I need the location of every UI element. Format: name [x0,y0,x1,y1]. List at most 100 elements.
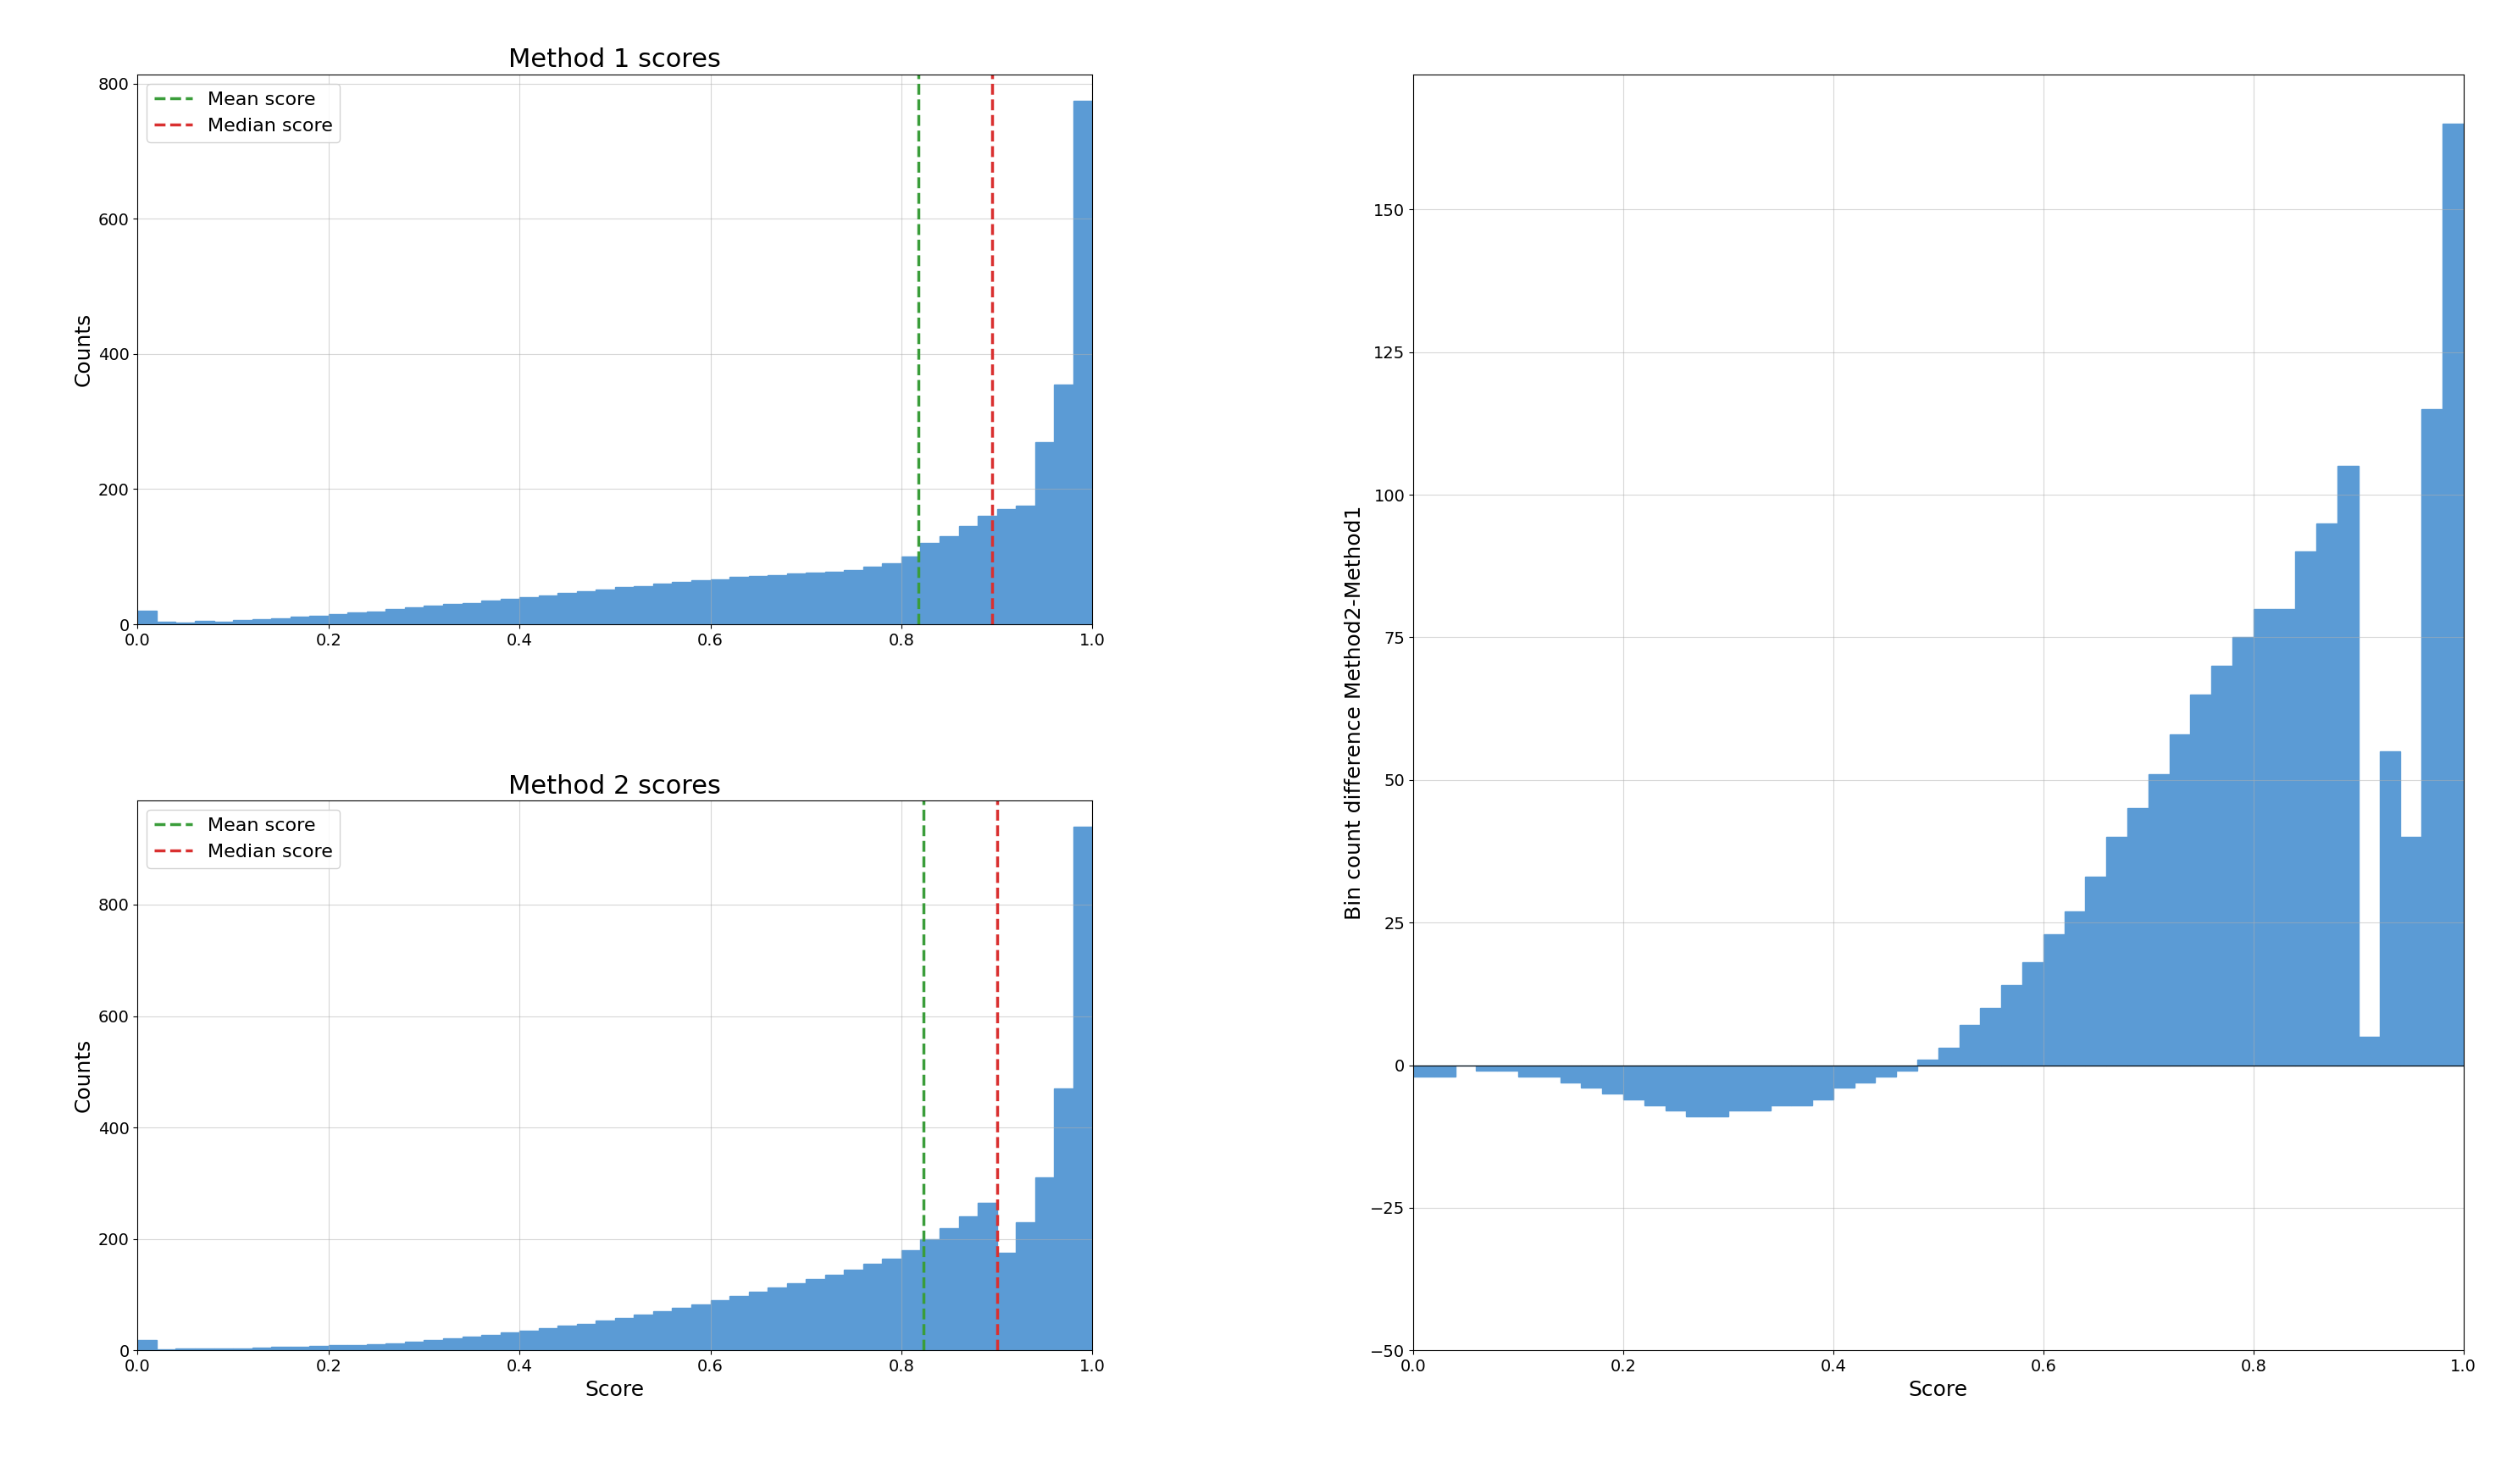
Bar [385,1343,405,1350]
Bar [405,607,425,625]
Bar [998,1252,1015,1350]
Bar [480,601,500,625]
Bar [195,620,215,625]
Bar [500,598,520,625]
Bar [558,594,578,625]
Bar [538,1328,558,1350]
Bar [673,582,690,625]
Mean score [903,616,933,634]
Bar [978,1202,998,1350]
Bar [2296,552,2316,1066]
Bar [480,1334,500,1350]
Bar [788,574,805,625]
Bar [2338,466,2358,1066]
Bar [615,1318,635,1350]
Bar [1708,1066,1728,1116]
Bar [653,1312,673,1350]
Bar [1748,1066,1771,1112]
Title: Method 1 scores: Method 1 scores [508,47,720,73]
Bar [1876,1066,1896,1076]
Bar [883,1258,900,1350]
Bar [845,570,863,625]
Bar [710,579,730,625]
Bar [253,1347,270,1350]
Bar [1623,1066,1643,1100]
Bar [1791,1066,1813,1106]
Bar [2148,775,2168,1066]
Bar [2378,751,2401,1066]
Bar [900,556,920,625]
Bar [748,576,768,625]
Bar [328,614,348,625]
Bar [233,620,253,625]
Bar [1771,1066,1791,1106]
Bar [270,1347,290,1350]
Bar [368,611,385,625]
Bar [748,1293,768,1350]
Bar [2253,608,2273,1066]
Bar [978,516,998,625]
Bar [900,1250,920,1350]
Bar [635,1315,653,1350]
Bar [653,583,673,625]
Y-axis label: Counts: Counts [73,312,93,386]
Y-axis label: Bin count difference Method2-Method1: Bin count difference Method2-Method1 [1346,505,1366,920]
Bar [1015,1223,1035,1350]
Bar [2273,608,2296,1066]
Bar [500,1333,520,1350]
Bar [730,1297,748,1350]
Bar [2086,877,2106,1066]
Median score [978,614,1008,632]
Bar [310,616,328,625]
Bar [443,1339,463,1350]
Bar [2063,911,2086,1066]
Bar [845,1270,863,1350]
Bar [615,588,635,625]
Bar [940,536,958,625]
Bar [1938,1048,1958,1066]
Bar [1413,1066,1433,1076]
Title: Method 2 scores: Method 2 scores [508,773,720,798]
Bar [175,622,195,625]
Bar [1896,1066,1918,1071]
Bar [1666,1066,1686,1112]
Bar [673,1307,690,1350]
Bar [310,1346,328,1350]
Bar [1813,1066,1833,1100]
Bar [940,1227,958,1350]
Bar [463,603,480,625]
Bar [2168,735,2191,1066]
Bar [578,591,595,625]
Bar [1498,1066,1518,1071]
Bar [825,571,845,625]
Bar [1073,827,1093,1350]
Bar [768,574,788,625]
Bar [1538,1066,1561,1076]
Bar [290,1346,310,1350]
Bar [2191,695,2211,1066]
Bar [443,604,463,625]
Bar [175,1349,195,1350]
Bar [805,1279,825,1350]
Bar [768,1288,788,1350]
Median score [978,616,1008,634]
Bar [2358,1037,2378,1066]
Bar [998,509,1015,625]
Bar [710,1300,730,1350]
Bar [1958,1025,1981,1066]
Bar [405,1342,425,1350]
Bar [138,611,158,625]
Bar [920,543,940,625]
Bar [1055,1088,1073,1350]
Bar [1728,1066,1748,1112]
Bar [958,527,978,625]
Bar [1055,384,1073,625]
Mean score [908,1342,938,1359]
Bar [863,1264,883,1350]
Bar [2001,985,2023,1066]
Bar [1015,506,1035,625]
Bar [138,1340,158,1350]
Bar [2443,123,2463,1066]
Bar [1433,1066,1456,1076]
Bar [958,1217,978,1350]
